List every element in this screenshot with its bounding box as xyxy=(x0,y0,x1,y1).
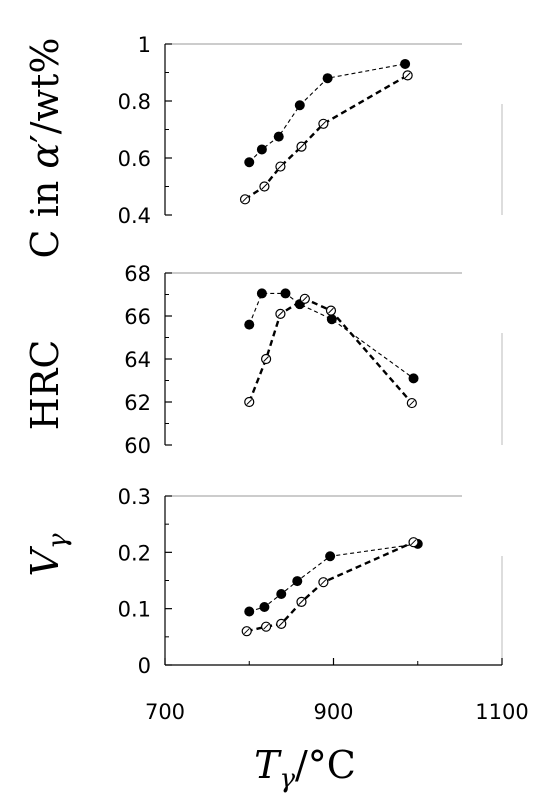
data-point-filled-vgamma xyxy=(244,606,255,617)
series-line-hrc-open xyxy=(248,297,413,404)
y-tick-label-carbon: 0.8 xyxy=(118,90,151,114)
data-point-open-slash-carbon xyxy=(261,183,268,190)
data-point-filled-vgamma xyxy=(292,576,303,587)
panel-hrc: 60 62 64 66 68 xyxy=(124,262,503,458)
y-tick-label-carbon: 0.6 xyxy=(118,147,151,171)
data-point-filled-vgamma xyxy=(259,601,270,612)
ylabel-hrc: HRC xyxy=(23,340,67,431)
data-point-open-slash-hrc xyxy=(408,400,415,406)
panel-vgamma: 0 0.1 0.2 0.3 700 900 1100 xyxy=(118,485,529,724)
data-point-open-slash-hrc xyxy=(328,307,334,314)
series-line-hrc-filled xyxy=(248,292,414,379)
data-point-filled-carbon xyxy=(273,131,284,142)
data-point-filled-hrc xyxy=(244,319,255,330)
data-point-open-slash-carbon xyxy=(277,163,284,170)
data-point-filled-carbon xyxy=(244,157,255,168)
data-point-open-slash-hrc xyxy=(246,399,253,405)
y-tick-label-carbon: 0.4 xyxy=(118,204,151,228)
series-line-vgamma-open xyxy=(246,541,414,633)
data-point-filled-vgamma xyxy=(325,551,336,562)
y-tick-label-hrc: 66 xyxy=(124,305,151,329)
data-point-open-slash-vgamma xyxy=(278,621,285,627)
data-point-open-slash-hrc xyxy=(277,310,284,317)
y-tick-label-hrc: 64 xyxy=(124,348,151,372)
series-line-vgamma-filled xyxy=(249,543,418,613)
y-tick-label-hrc: 60 xyxy=(124,434,151,458)
data-point-filled-carbon xyxy=(322,73,333,84)
data-point-filled-hrc xyxy=(326,314,337,325)
data-point-open-slash-hrc xyxy=(263,356,269,362)
data-point-open-slash-vgamma xyxy=(243,628,250,635)
data-point-open-slash-vgamma xyxy=(263,623,269,630)
y-tick-label-vgamma: 0.2 xyxy=(118,541,151,565)
data-point-filled-hrc xyxy=(280,288,291,299)
svg-text:Vγ: Vγ xyxy=(23,533,73,576)
ylabel-hrc-text: HRC xyxy=(23,340,67,431)
x-tick-label: 700 xyxy=(145,700,185,724)
data-point-open-slash-vgamma xyxy=(298,599,305,605)
y-tick-label-carbon: 1 xyxy=(138,33,151,57)
data-point-filled-carbon xyxy=(294,100,305,111)
data-point-open-slash-vgamma xyxy=(320,579,327,586)
xlabel: Tγ/°C xyxy=(254,743,356,794)
y-tick-label-hrc: 68 xyxy=(124,262,151,286)
data-point-filled-carbon xyxy=(400,58,411,69)
panel-carbon: 0.4 0.6 0.8 1 xyxy=(118,33,503,228)
svg-text:C in α′/wt%: C in α′/wt% xyxy=(23,38,67,259)
series-line-carbon-open xyxy=(244,74,409,201)
ylabel-carbon: C in α′/wt% xyxy=(23,38,67,259)
data-point-open-slash-carbon xyxy=(320,120,327,127)
y-tick-label-vgamma: 0.1 xyxy=(118,598,151,622)
data-point-open-slash-carbon xyxy=(404,72,411,79)
data-point-open-slash-hrc xyxy=(302,295,308,302)
y-tick-label-hrc: 62 xyxy=(124,391,151,415)
data-point-filled-hrc xyxy=(256,288,267,299)
data-point-filled-carbon xyxy=(256,144,267,155)
data-point-open-slash-carbon xyxy=(298,143,305,150)
y-tick-label-vgamma: 0.3 xyxy=(118,485,151,509)
data-point-filled-hrc xyxy=(408,373,419,384)
y-tick-label-vgamma: 0 xyxy=(138,654,151,678)
ylabel-vgamma: Vγ xyxy=(23,533,73,576)
data-point-filled-vgamma xyxy=(276,589,287,600)
x-tick-label: 900 xyxy=(313,700,353,724)
x-tick-label: 1100 xyxy=(475,700,528,724)
data-point-open-slash-carbon xyxy=(242,196,248,203)
data-point-open-slash-vgamma xyxy=(410,539,417,546)
